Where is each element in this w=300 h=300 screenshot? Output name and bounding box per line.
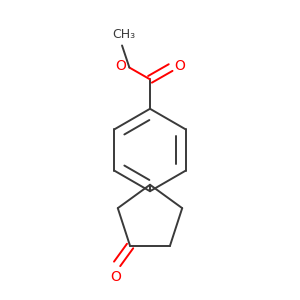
Text: O: O bbox=[115, 59, 126, 73]
Text: O: O bbox=[174, 59, 185, 73]
Text: CH₃: CH₃ bbox=[112, 28, 135, 41]
Text: O: O bbox=[110, 270, 121, 284]
